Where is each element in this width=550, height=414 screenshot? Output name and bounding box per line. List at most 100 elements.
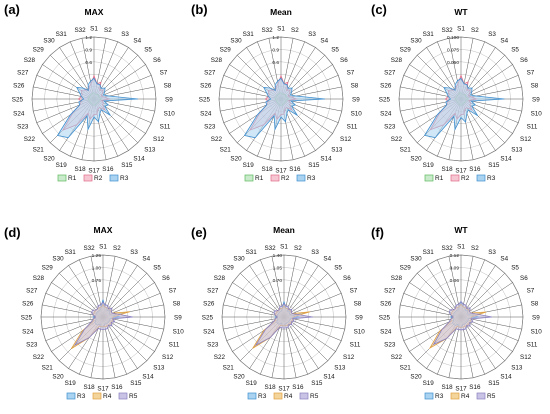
axis-label-s8: S8 — [531, 301, 539, 308]
axis-label-s28: S28 — [24, 57, 36, 64]
axis-label-s7: S7 — [160, 69, 168, 76]
axis-label-s5: S5 — [511, 46, 519, 53]
axis-label-s3: S3 — [488, 249, 496, 256]
chart-title: WT — [454, 225, 468, 235]
axis-label-s4: S4 — [500, 256, 508, 263]
legend-label-r3: R3 — [120, 175, 129, 182]
legend-label-r3: R3 — [258, 393, 267, 400]
spoke — [283, 316, 345, 330]
axis-label-s20: S20 — [52, 374, 64, 381]
axis-label-s8: S8 — [531, 83, 539, 90]
axis-label-s10: S10 — [173, 328, 185, 335]
tick-label: 0.6 — [272, 60, 279, 66]
axis-label-s4: S4 — [323, 256, 331, 263]
series-r5-polygon — [73, 301, 133, 347]
axis-label-s7: S7 — [350, 287, 358, 294]
axis-label-s2: S2 — [471, 245, 479, 252]
panel-label: (d) — [4, 225, 21, 240]
axis-label-s14: S14 — [133, 156, 145, 163]
axis-label-s15: S15 — [308, 162, 320, 169]
legend: R1 R2 R3 — [57, 174, 129, 182]
axis-label-s13: S13 — [331, 147, 343, 154]
axis-label-s2: S2 — [291, 27, 299, 34]
axis-label-s27: S27 — [207, 287, 219, 294]
tick-label: 0.09 — [450, 265, 460, 271]
axis-label-s26: S26 — [380, 83, 392, 90]
axis-label-s32: S32 — [83, 245, 95, 252]
axis-label-s23: S23 — [204, 124, 216, 131]
axis-label-s26: S26 — [22, 301, 34, 308]
axis-label-s23: S23 — [384, 124, 396, 131]
axis-label-s21: S21 — [400, 147, 412, 154]
axis-label-s16: S16 — [289, 166, 301, 173]
axis-label-s19: S19 — [243, 162, 255, 169]
axis-label-s12: S12 — [343, 354, 355, 361]
axis-label-s18: S18 — [441, 384, 453, 391]
axis-label-s15: S15 — [311, 380, 323, 387]
axis-label-s21: S21 — [400, 365, 412, 372]
axis-label-s1: S1 — [457, 244, 465, 251]
axis-label-s30: S30 — [230, 38, 242, 45]
axis-label-s29: S29 — [42, 264, 54, 271]
axis-label-s27: S27 — [204, 69, 216, 76]
axis-label-s13: S13 — [511, 147, 523, 154]
axis-label-s11: S11 — [160, 124, 171, 131]
legend-label-r2: R2 — [281, 175, 290, 182]
axis-label-s29: S29 — [220, 46, 232, 53]
legend: R3 R4 R5 — [247, 392, 319, 400]
tick-label: 0.06 — [450, 278, 460, 284]
legend-swatch-r2 — [270, 174, 280, 182]
axis-label-s5: S5 — [144, 46, 152, 53]
axis-label-s21: S21 — [220, 147, 232, 154]
axis-label-s23: S23 — [26, 342, 38, 349]
spoke — [283, 316, 336, 352]
axis-label-s11: S11 — [169, 342, 180, 349]
axis-label-s11: S11 — [527, 342, 538, 349]
axis-label-s12: S12 — [520, 136, 532, 143]
tick-label: 0.6 — [85, 60, 92, 66]
axis-label-s12: S12 — [162, 354, 174, 361]
axis-label-s11: S11 — [527, 124, 538, 131]
legend-swatch-r3 — [424, 392, 434, 400]
axis-label-s29: S29 — [33, 46, 45, 53]
axis-label-s26: S26 — [200, 83, 212, 90]
axis-label-s14: S14 — [500, 156, 512, 163]
axis-label-s5: S5 — [153, 264, 161, 271]
legend-label-r1: R1 — [435, 175, 444, 182]
axis-label-s14: S14 — [142, 374, 154, 381]
legend-swatch-r2 — [450, 174, 460, 182]
axis-label-s23: S23 — [17, 124, 29, 131]
axis-label-s17: S17 — [97, 386, 109, 393]
tick-label: 1.00 — [92, 265, 102, 271]
axis-label-s28: S28 — [211, 57, 223, 64]
axis-label-s17: S17 — [88, 168, 100, 175]
axis-label-s18: S18 — [83, 384, 95, 391]
axis-label-s31: S31 — [423, 31, 435, 38]
axis-label-s19: S19 — [423, 162, 435, 169]
axis-label-s24: S24 — [22, 328, 34, 335]
axis-label-s27: S27 — [17, 69, 29, 76]
axis-label-s17: S17 — [455, 386, 467, 393]
series-r3-polygon — [423, 77, 505, 139]
axis-label-s1: S1 — [277, 26, 285, 33]
axis-label-s1: S1 — [457, 26, 465, 33]
axis-label-s25: S25 — [379, 315, 391, 322]
legend-swatch-r2 — [83, 174, 93, 182]
axis-label-s30: S30 — [410, 38, 422, 45]
axis-label-s16: S16 — [469, 166, 481, 173]
tick-label: 1.40 — [273, 253, 283, 259]
axis-label-s19: S19 — [65, 380, 77, 387]
axis-label-s23: S23 — [384, 342, 396, 349]
axis-label-s6: S6 — [520, 57, 528, 64]
axis-label-s6: S6 — [340, 57, 348, 64]
legend-swatch-r1 — [244, 174, 254, 182]
axis-label-s18: S18 — [264, 384, 276, 391]
axis-label-s12: S12 — [520, 354, 532, 361]
legend-label-r4: R4 — [284, 393, 293, 400]
axis-label-s23: S23 — [207, 342, 219, 349]
axis-label-s27: S27 — [26, 287, 38, 294]
axis-label-s26: S26 — [380, 301, 392, 308]
axis-label-s28: S28 — [391, 57, 403, 64]
